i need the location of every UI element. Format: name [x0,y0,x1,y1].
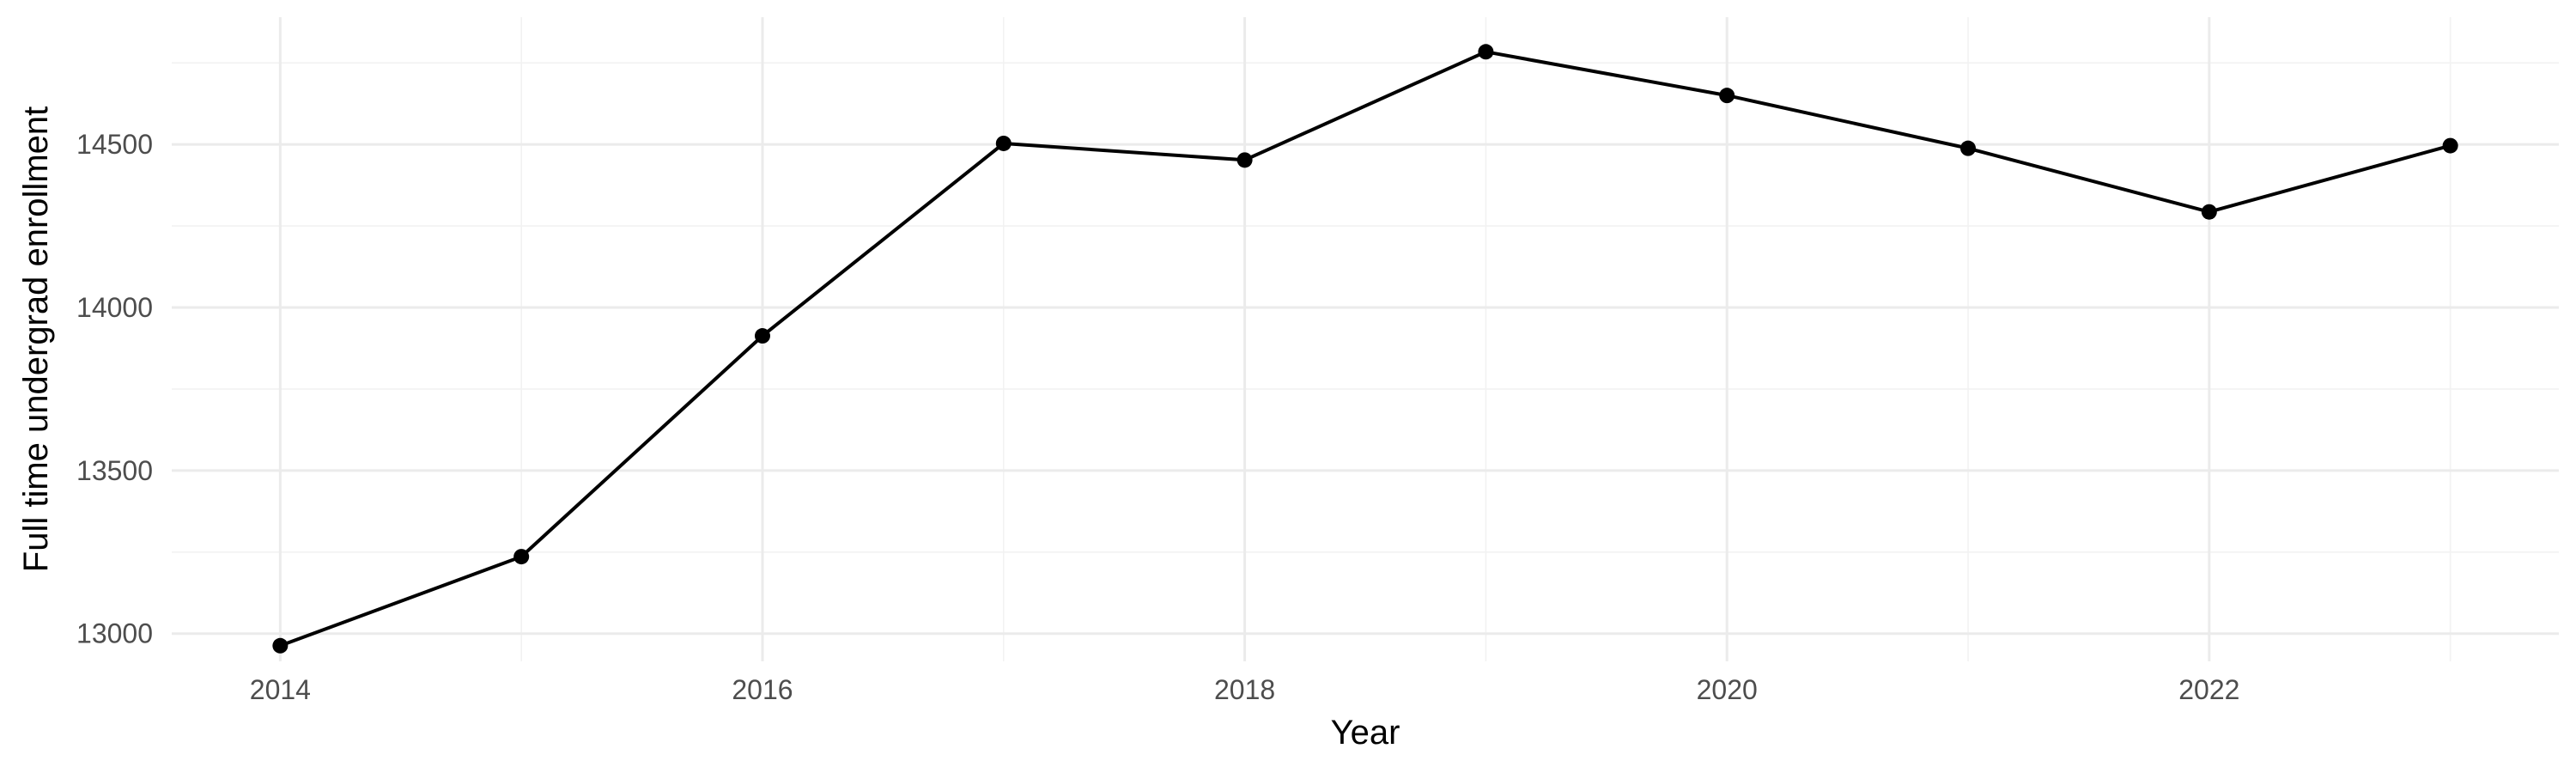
y-tick-label-1: 13500 [76,455,153,486]
data-point-2020 [1719,88,1735,104]
y-axis-title: Full time undergrad enrollment [17,107,55,572]
x-axis-tick-labels: 2014 2016 2018 2020 2022 [250,674,2240,705]
data-point-2016 [754,328,770,344]
x-tick-label-0: 2014 [250,674,311,705]
x-tick-label-4: 2022 [2178,674,2239,705]
data-point-2015 [513,549,530,565]
y-tick-label-3: 14500 [76,129,153,160]
gridlines [172,17,2559,661]
x-axis-title: Year [1331,714,1400,752]
data-point-2022 [2201,204,2217,220]
series-line-0 [279,50,2451,648]
data-point-2017 [995,135,1012,151]
x-tick-label-3: 2020 [1697,674,1758,705]
data-point-2014 [272,637,289,654]
x-tick-label-2: 2018 [1214,674,1275,705]
data-point-2019 [1478,44,1494,60]
x-tick-label-1: 2016 [732,674,793,705]
y-tick-label-0: 13000 [76,618,153,649]
data-series [272,44,2458,654]
data-point-2023 [2442,137,2458,154]
data-point-2021 [1960,140,1977,156]
y-axis-tick-labels: 13000 13500 14000 14500 [76,129,153,649]
y-tick-label-2: 14000 [76,292,153,323]
data-point-2018 [1236,152,1253,168]
